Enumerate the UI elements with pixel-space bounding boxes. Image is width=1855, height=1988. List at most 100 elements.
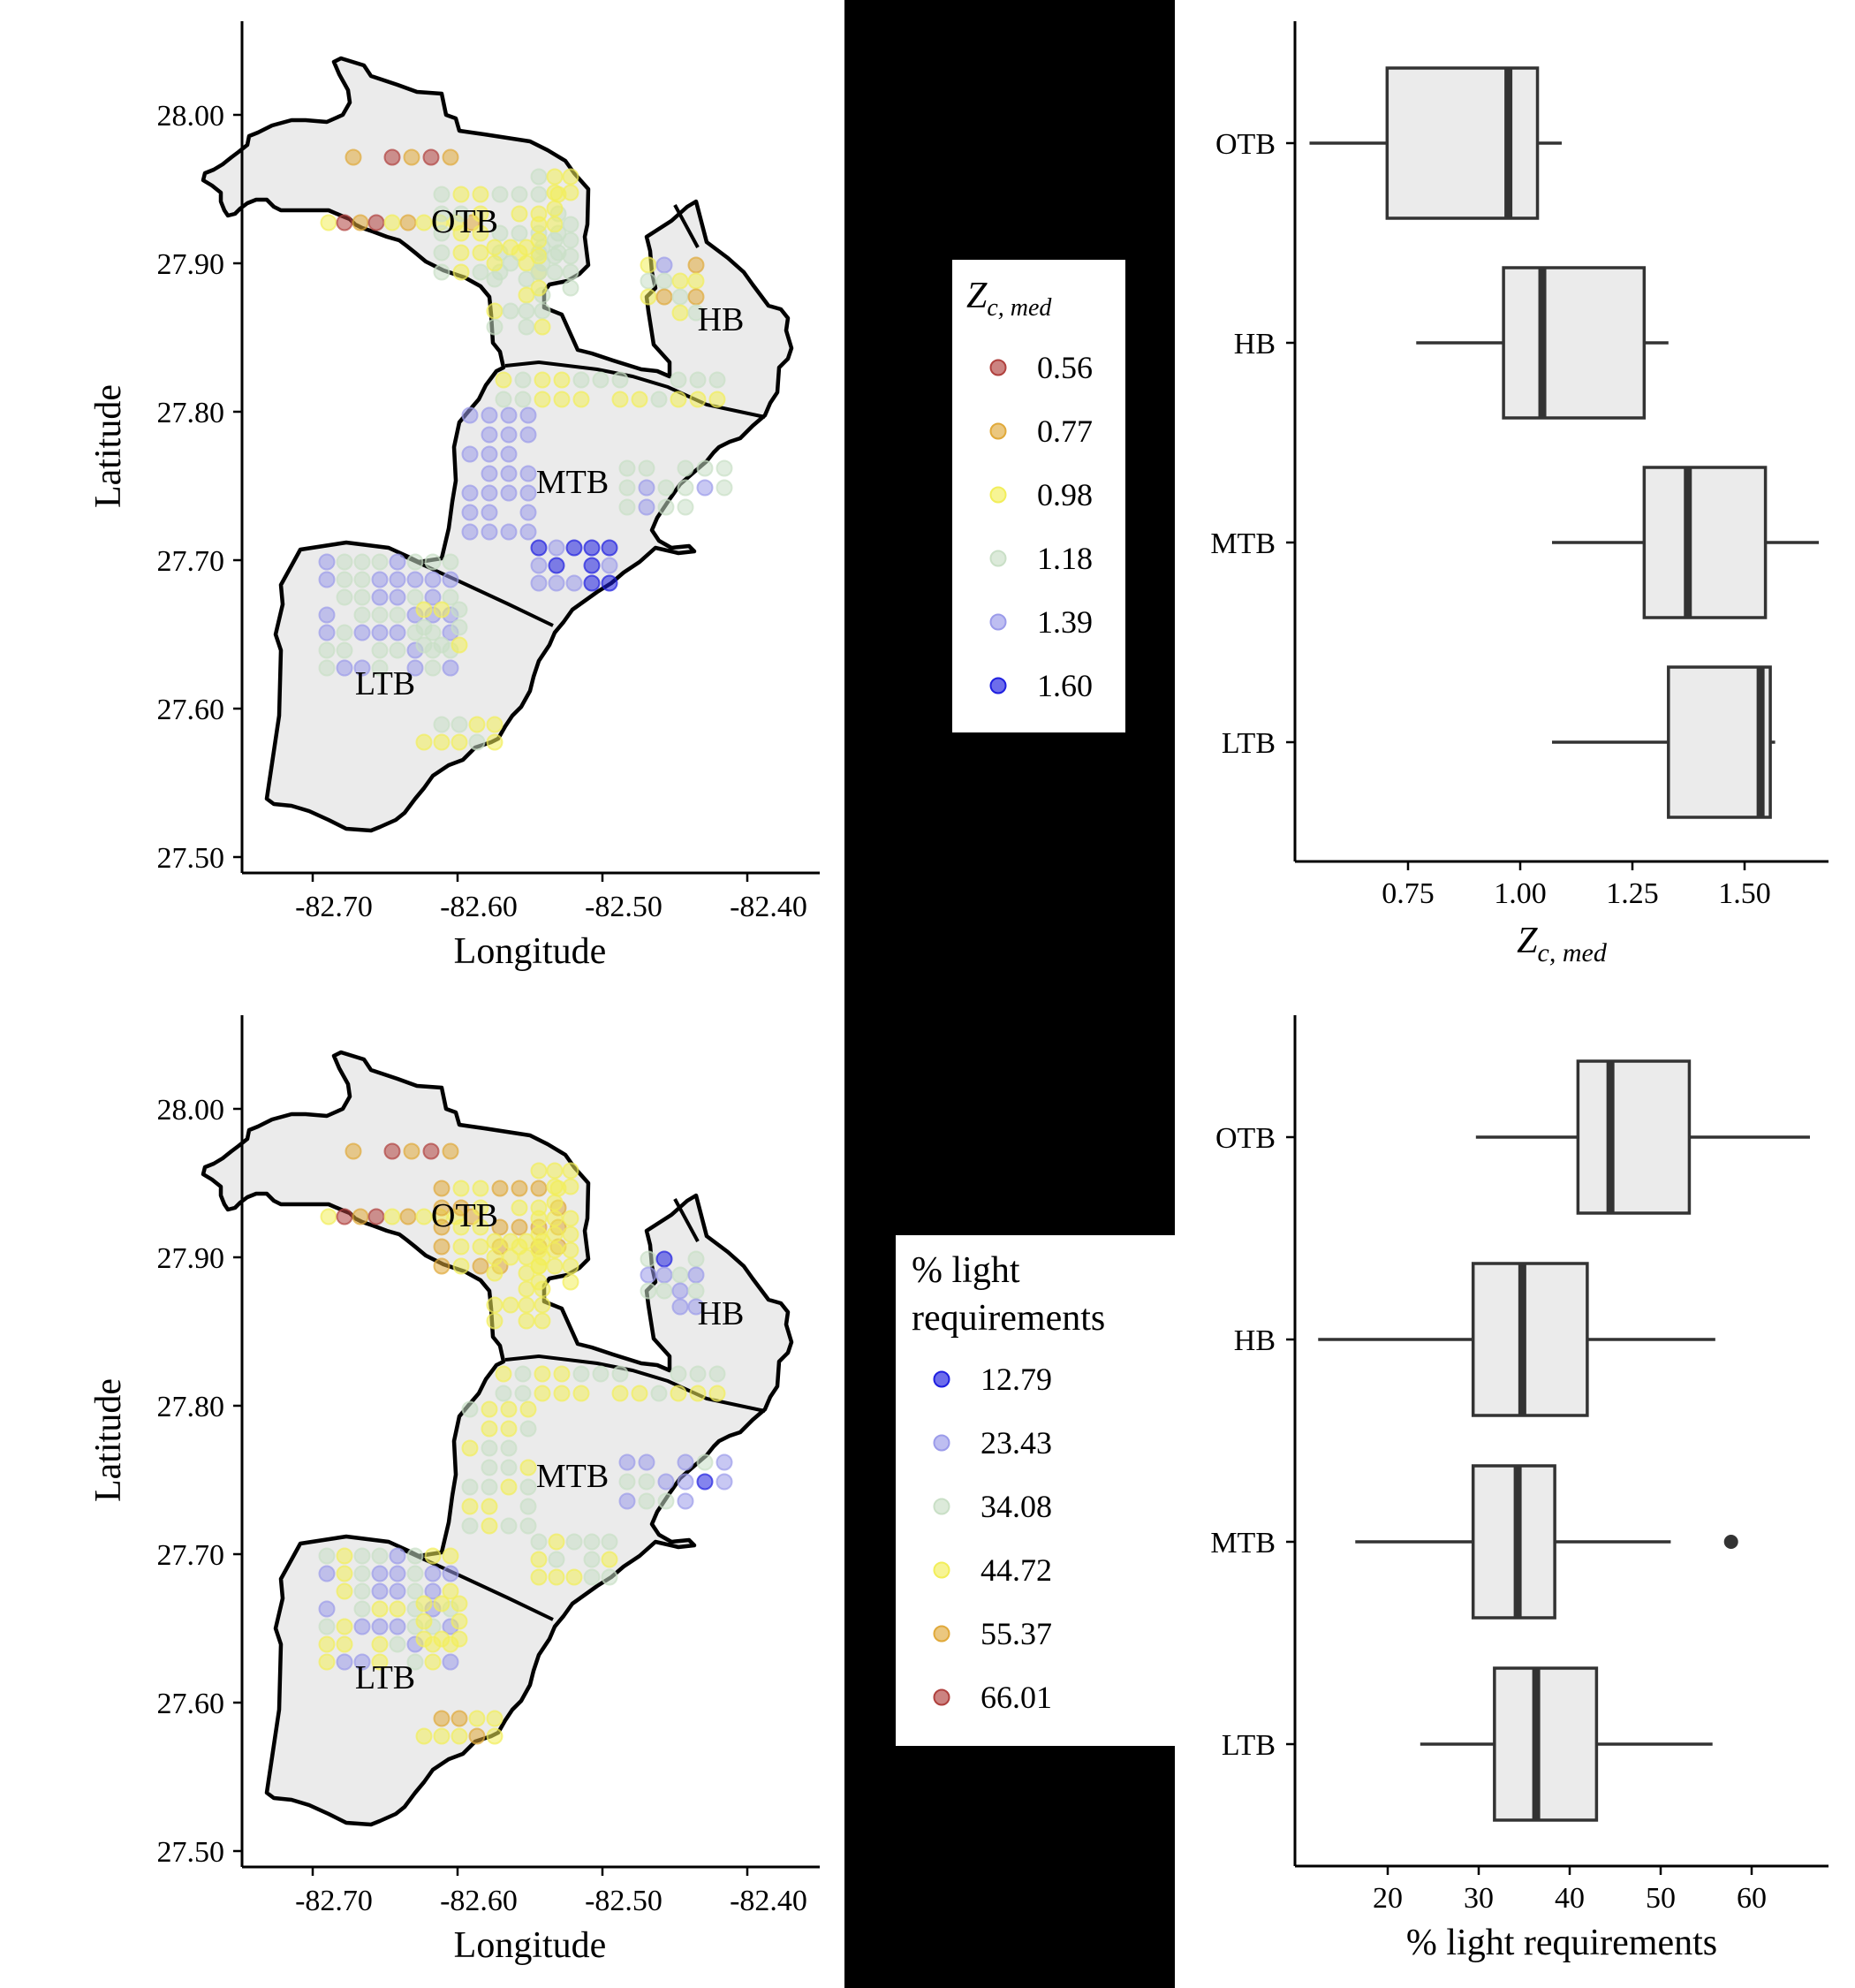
category-label: OTB xyxy=(1215,1122,1276,1155)
sample-point xyxy=(530,263,548,281)
sample-point xyxy=(424,1547,442,1565)
category-label: LTB xyxy=(1222,1729,1276,1762)
sample-point xyxy=(583,539,601,557)
sample-point xyxy=(502,254,519,272)
sample-point xyxy=(687,256,705,274)
sample-point xyxy=(638,459,655,477)
region-label-mtb: MTB xyxy=(536,464,609,501)
sample-point xyxy=(638,1453,655,1471)
legend-label: 23.43 xyxy=(980,1425,1052,1461)
sample-point xyxy=(548,557,565,574)
sample-point xyxy=(433,1595,450,1612)
sample-point xyxy=(452,1199,470,1217)
sample-point xyxy=(530,574,548,592)
x-tick-label: -82.60 xyxy=(440,891,518,923)
x-tick-label: 1.25 xyxy=(1606,877,1659,910)
x-tick-label: -82.70 xyxy=(295,1885,373,1917)
sample-point xyxy=(530,168,548,186)
sample-point xyxy=(530,1225,548,1243)
x-tick-label: -82.40 xyxy=(730,1885,807,1917)
sample-point xyxy=(433,1218,450,1236)
sample-point xyxy=(687,1250,705,1268)
x-tick-label: -82.40 xyxy=(730,891,807,923)
x-ticks: -82.70 -82.60 -82.50 -82.40 xyxy=(295,873,807,923)
sample-point xyxy=(518,1312,535,1330)
sample-point xyxy=(638,479,655,497)
sample-point xyxy=(450,1727,468,1745)
sample-point xyxy=(452,186,470,203)
category-labels: OTB HB MTB LTB xyxy=(1210,1122,1295,1762)
sample-point xyxy=(592,1365,610,1383)
y-tick-label: 27.70 xyxy=(157,545,225,578)
legend-label: 44.72 xyxy=(980,1552,1052,1588)
sample-point xyxy=(442,148,459,166)
sample-point xyxy=(486,254,504,272)
category-label: MTB xyxy=(1210,527,1276,560)
sample-point xyxy=(461,1400,479,1418)
category-label: HB xyxy=(1234,1324,1276,1357)
legend-title: Zc, med xyxy=(966,276,1052,322)
sample-point xyxy=(406,1653,424,1671)
legend-label: 0.56 xyxy=(1037,350,1093,385)
outlier-point xyxy=(1723,1535,1738,1549)
sample-point xyxy=(500,484,518,502)
sample-point xyxy=(452,1257,470,1275)
x-tick-label: -82.50 xyxy=(585,1885,662,1917)
legend-bottom: % light requirements 12.79 23.43 34.08 44.7… xyxy=(896,1235,1175,1746)
sample-point xyxy=(433,733,450,751)
sample-point xyxy=(502,302,519,320)
sample-point xyxy=(472,205,489,223)
sample-point xyxy=(534,1296,551,1314)
sample-point xyxy=(371,641,389,659)
sample-point xyxy=(472,224,489,242)
legend-swatch xyxy=(989,677,1007,694)
sample-point xyxy=(611,1365,629,1383)
sample-point xyxy=(518,1296,535,1314)
box-otb xyxy=(1309,66,1562,220)
legend-label: 55.37 xyxy=(980,1616,1052,1651)
region-label-hb: HB xyxy=(698,1295,745,1332)
sample-point xyxy=(611,371,629,389)
sample-point xyxy=(601,1551,618,1568)
sample-point xyxy=(670,1385,687,1402)
sample-point xyxy=(415,1630,433,1648)
sample-point xyxy=(486,1264,504,1282)
sample-point xyxy=(618,1492,636,1510)
x-tick-label: -82.50 xyxy=(585,891,662,923)
sample-point xyxy=(452,1218,470,1236)
sample-point xyxy=(353,624,371,641)
sample-point xyxy=(481,1478,498,1496)
sample-point xyxy=(433,1257,450,1275)
sample-point xyxy=(389,1600,406,1618)
x-tick-label: 50 xyxy=(1646,1882,1676,1915)
region-divider xyxy=(504,1354,766,1413)
sample-point xyxy=(562,1273,579,1291)
sample-point xyxy=(638,498,655,516)
legend-label: 66.01 xyxy=(980,1680,1052,1715)
sample-point xyxy=(461,1478,479,1496)
sample-point xyxy=(389,553,406,571)
sample-point xyxy=(406,1565,424,1582)
sample-point xyxy=(655,256,673,274)
sample-point xyxy=(546,247,564,265)
sample-point xyxy=(546,184,564,201)
legend-title-line2: requirements xyxy=(912,1298,1105,1339)
sample-point xyxy=(481,484,498,502)
sample-point xyxy=(618,1473,636,1491)
legend-swatch xyxy=(989,486,1007,504)
sample-point xyxy=(371,571,389,588)
sample-point xyxy=(601,539,618,557)
sample-point xyxy=(708,1365,726,1383)
sample-point xyxy=(383,1142,401,1160)
sample-point xyxy=(530,557,548,574)
sample-point xyxy=(424,659,442,677)
sample-point xyxy=(403,148,420,166)
sample-point xyxy=(472,1180,489,1197)
sample-point xyxy=(336,1653,353,1671)
sample-point xyxy=(486,716,504,733)
sample-point xyxy=(344,148,362,166)
sample-point xyxy=(403,1142,420,1160)
sample-point xyxy=(565,539,583,557)
sample-point xyxy=(583,1551,601,1568)
boxes xyxy=(1318,1059,1810,1822)
